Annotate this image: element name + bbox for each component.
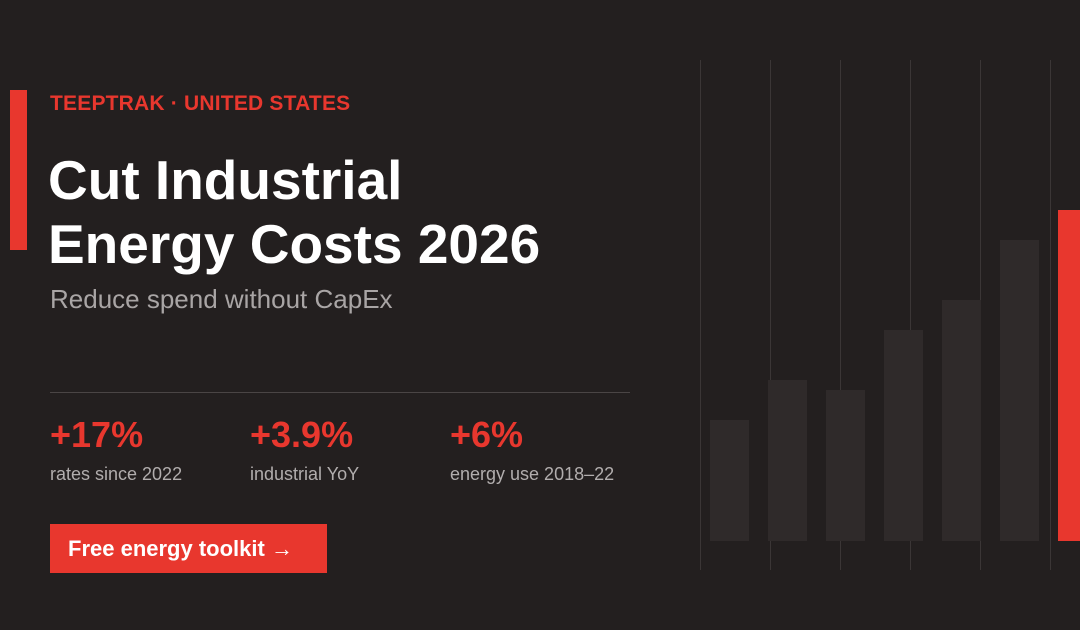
stat-value: +6% (450, 414, 524, 455)
accent-bar (10, 90, 27, 250)
decor-bars (710, 240, 1039, 541)
stat-label: rates since 2022 (50, 464, 183, 484)
stat-value: +3.9% (250, 414, 354, 455)
divider (50, 392, 630, 393)
stat-label: energy use 2018–22 (450, 464, 615, 484)
title: Cut Industrial Energy Costs 2026 (48, 148, 540, 276)
decor-accent-bar (1058, 210, 1080, 541)
decor-bar (826, 390, 865, 541)
stat: +17% rates since 2022 (50, 414, 182, 485)
decor-bar (768, 380, 807, 541)
cta-button[interactable]: Free energy toolkit → (50, 524, 327, 573)
decor-bar (884, 330, 923, 541)
title-line: Energy Costs 2026 (48, 213, 541, 275)
stat-value: +17% (50, 414, 144, 455)
decor-bar (710, 420, 749, 541)
title-line: Cut Industrial (48, 149, 403, 211)
stat: +6% energy use 2018–22 (450, 414, 614, 485)
decor-lines (700, 60, 1051, 570)
stat-label: industrial YoY (250, 464, 360, 484)
subtitle: Reduce spend without CapEx (50, 284, 393, 314)
stat: +3.9% industrial YoY (250, 414, 359, 485)
decor-bar (942, 300, 981, 541)
decor-bar (1000, 240, 1039, 541)
eyebrow: TEEPTRAK · UNITED STATES (50, 92, 351, 115)
